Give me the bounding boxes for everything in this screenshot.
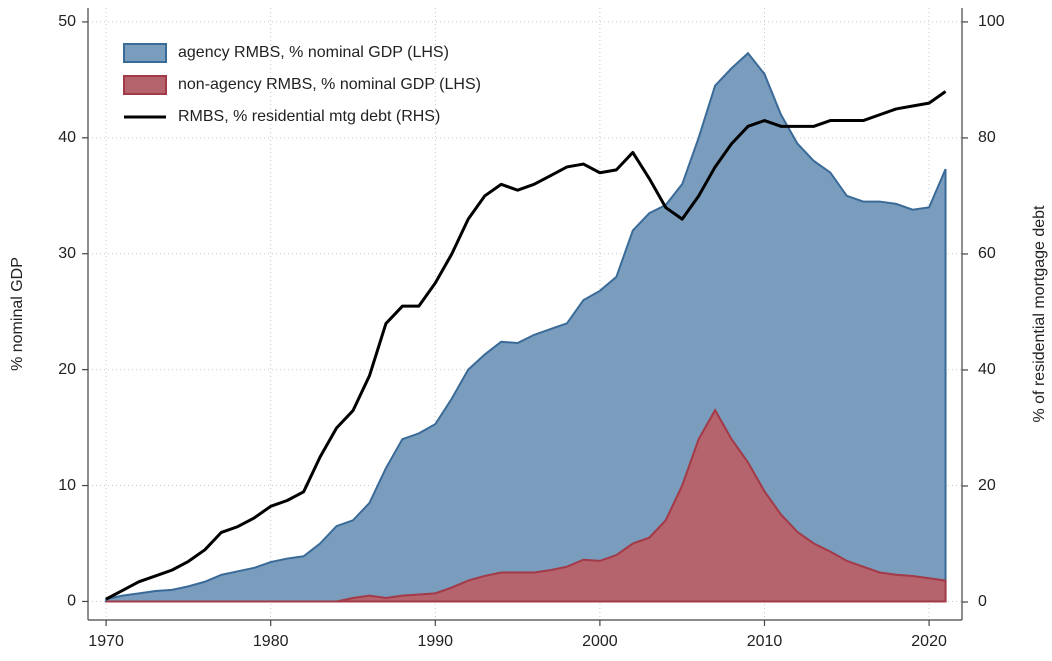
x-tick-label: 2000	[582, 633, 618, 650]
legend-swatch	[123, 43, 167, 63]
y2-tick-label: 20	[978, 477, 996, 494]
legend-label: agency RMBS, % nominal GDP (LHS)	[178, 44, 449, 61]
y-tick-label: 10	[58, 477, 76, 494]
y2-tick-label: 80	[978, 129, 996, 146]
x-tick-label: 2020	[911, 633, 947, 650]
y2-tick-label: 0	[978, 593, 987, 610]
x-tick-label: 2010	[747, 633, 783, 650]
y-tick-label: 50	[58, 13, 76, 30]
legend-label: non-agency RMBS, % nominal GDP (LHS)	[178, 76, 481, 93]
x-tick-label: 1990	[417, 633, 453, 650]
line	[105, 90, 947, 601]
y-tick-label: 20	[58, 361, 76, 378]
legend-label: RMBS, % residential mtg debt (RHS)	[178, 108, 440, 125]
y-tick-label: 0	[67, 593, 76, 610]
legend-swatch	[123, 75, 167, 95]
x-tick-label: 1980	[253, 633, 289, 650]
area	[105, 51, 947, 603]
area	[106, 408, 947, 603]
y2-tick-label: 40	[978, 361, 996, 378]
y2-axis-label: % of residential mortgage debt	[1031, 205, 1048, 423]
y2-tick-label: 100	[978, 13, 1005, 30]
y2-tick-label: 60	[978, 245, 996, 262]
x-tick-label: 1970	[88, 633, 124, 650]
y-tick-label: 40	[58, 129, 76, 146]
y-tick-label: 30	[58, 245, 76, 262]
y-axis-label: % nominal GDP	[9, 257, 26, 371]
